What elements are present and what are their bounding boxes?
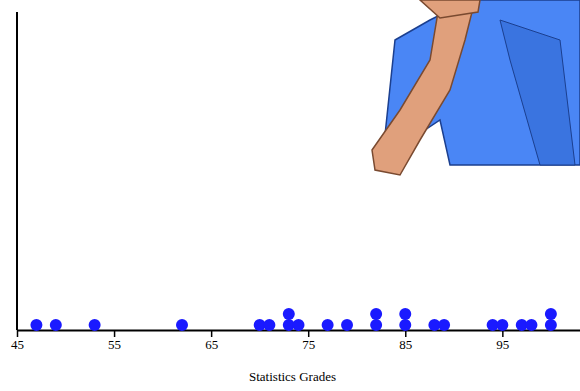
dot (30, 319, 42, 331)
x-tick-label: 95 (496, 337, 509, 352)
y-axis-line (16, 12, 18, 330)
dot (399, 319, 411, 331)
dot (322, 319, 334, 331)
dot (496, 319, 508, 331)
dot (525, 319, 537, 331)
dot (545, 308, 557, 320)
x-tick-label: 75 (302, 337, 315, 352)
dot (438, 319, 450, 331)
x-tick: 75 (302, 330, 315, 352)
x-tick-mark (502, 330, 504, 337)
x-tick-mark (114, 330, 116, 337)
x-tick-mark (17, 330, 19, 337)
dot (283, 308, 295, 320)
chart: 45 55 65 75 85 95 Statistics Grades (0, 0, 580, 391)
x-tick: 95 (496, 330, 509, 352)
dots (30, 308, 556, 331)
x-tick: 55 (108, 330, 121, 352)
illustration (372, 0, 580, 175)
x-axis-title: Statistics Grades (249, 369, 336, 384)
x-tick-label: 65 (205, 337, 218, 352)
x-tick-label: 85 (399, 337, 412, 352)
x-tick-mark (405, 330, 407, 337)
arm (372, 0, 475, 175)
dot (341, 319, 353, 331)
dot (545, 319, 557, 331)
dot (370, 319, 382, 331)
x-tick-mark (211, 330, 213, 337)
x-tick: 85 (399, 330, 412, 352)
shirt-fold (500, 20, 575, 165)
x-tick: 45 (11, 330, 24, 352)
dot (263, 319, 275, 331)
dot (50, 319, 62, 331)
dot (399, 308, 411, 320)
dot (176, 319, 188, 331)
dot (89, 319, 101, 331)
x-tick: 65 (205, 330, 218, 352)
dot (293, 319, 305, 331)
hand (420, 0, 480, 18)
x-tick-mark (308, 330, 310, 337)
dot (370, 308, 382, 320)
x-tick-label: 55 (108, 337, 121, 352)
x-tick-label: 45 (11, 337, 24, 352)
x-axis: 45 55 65 75 85 95 (11, 330, 580, 352)
